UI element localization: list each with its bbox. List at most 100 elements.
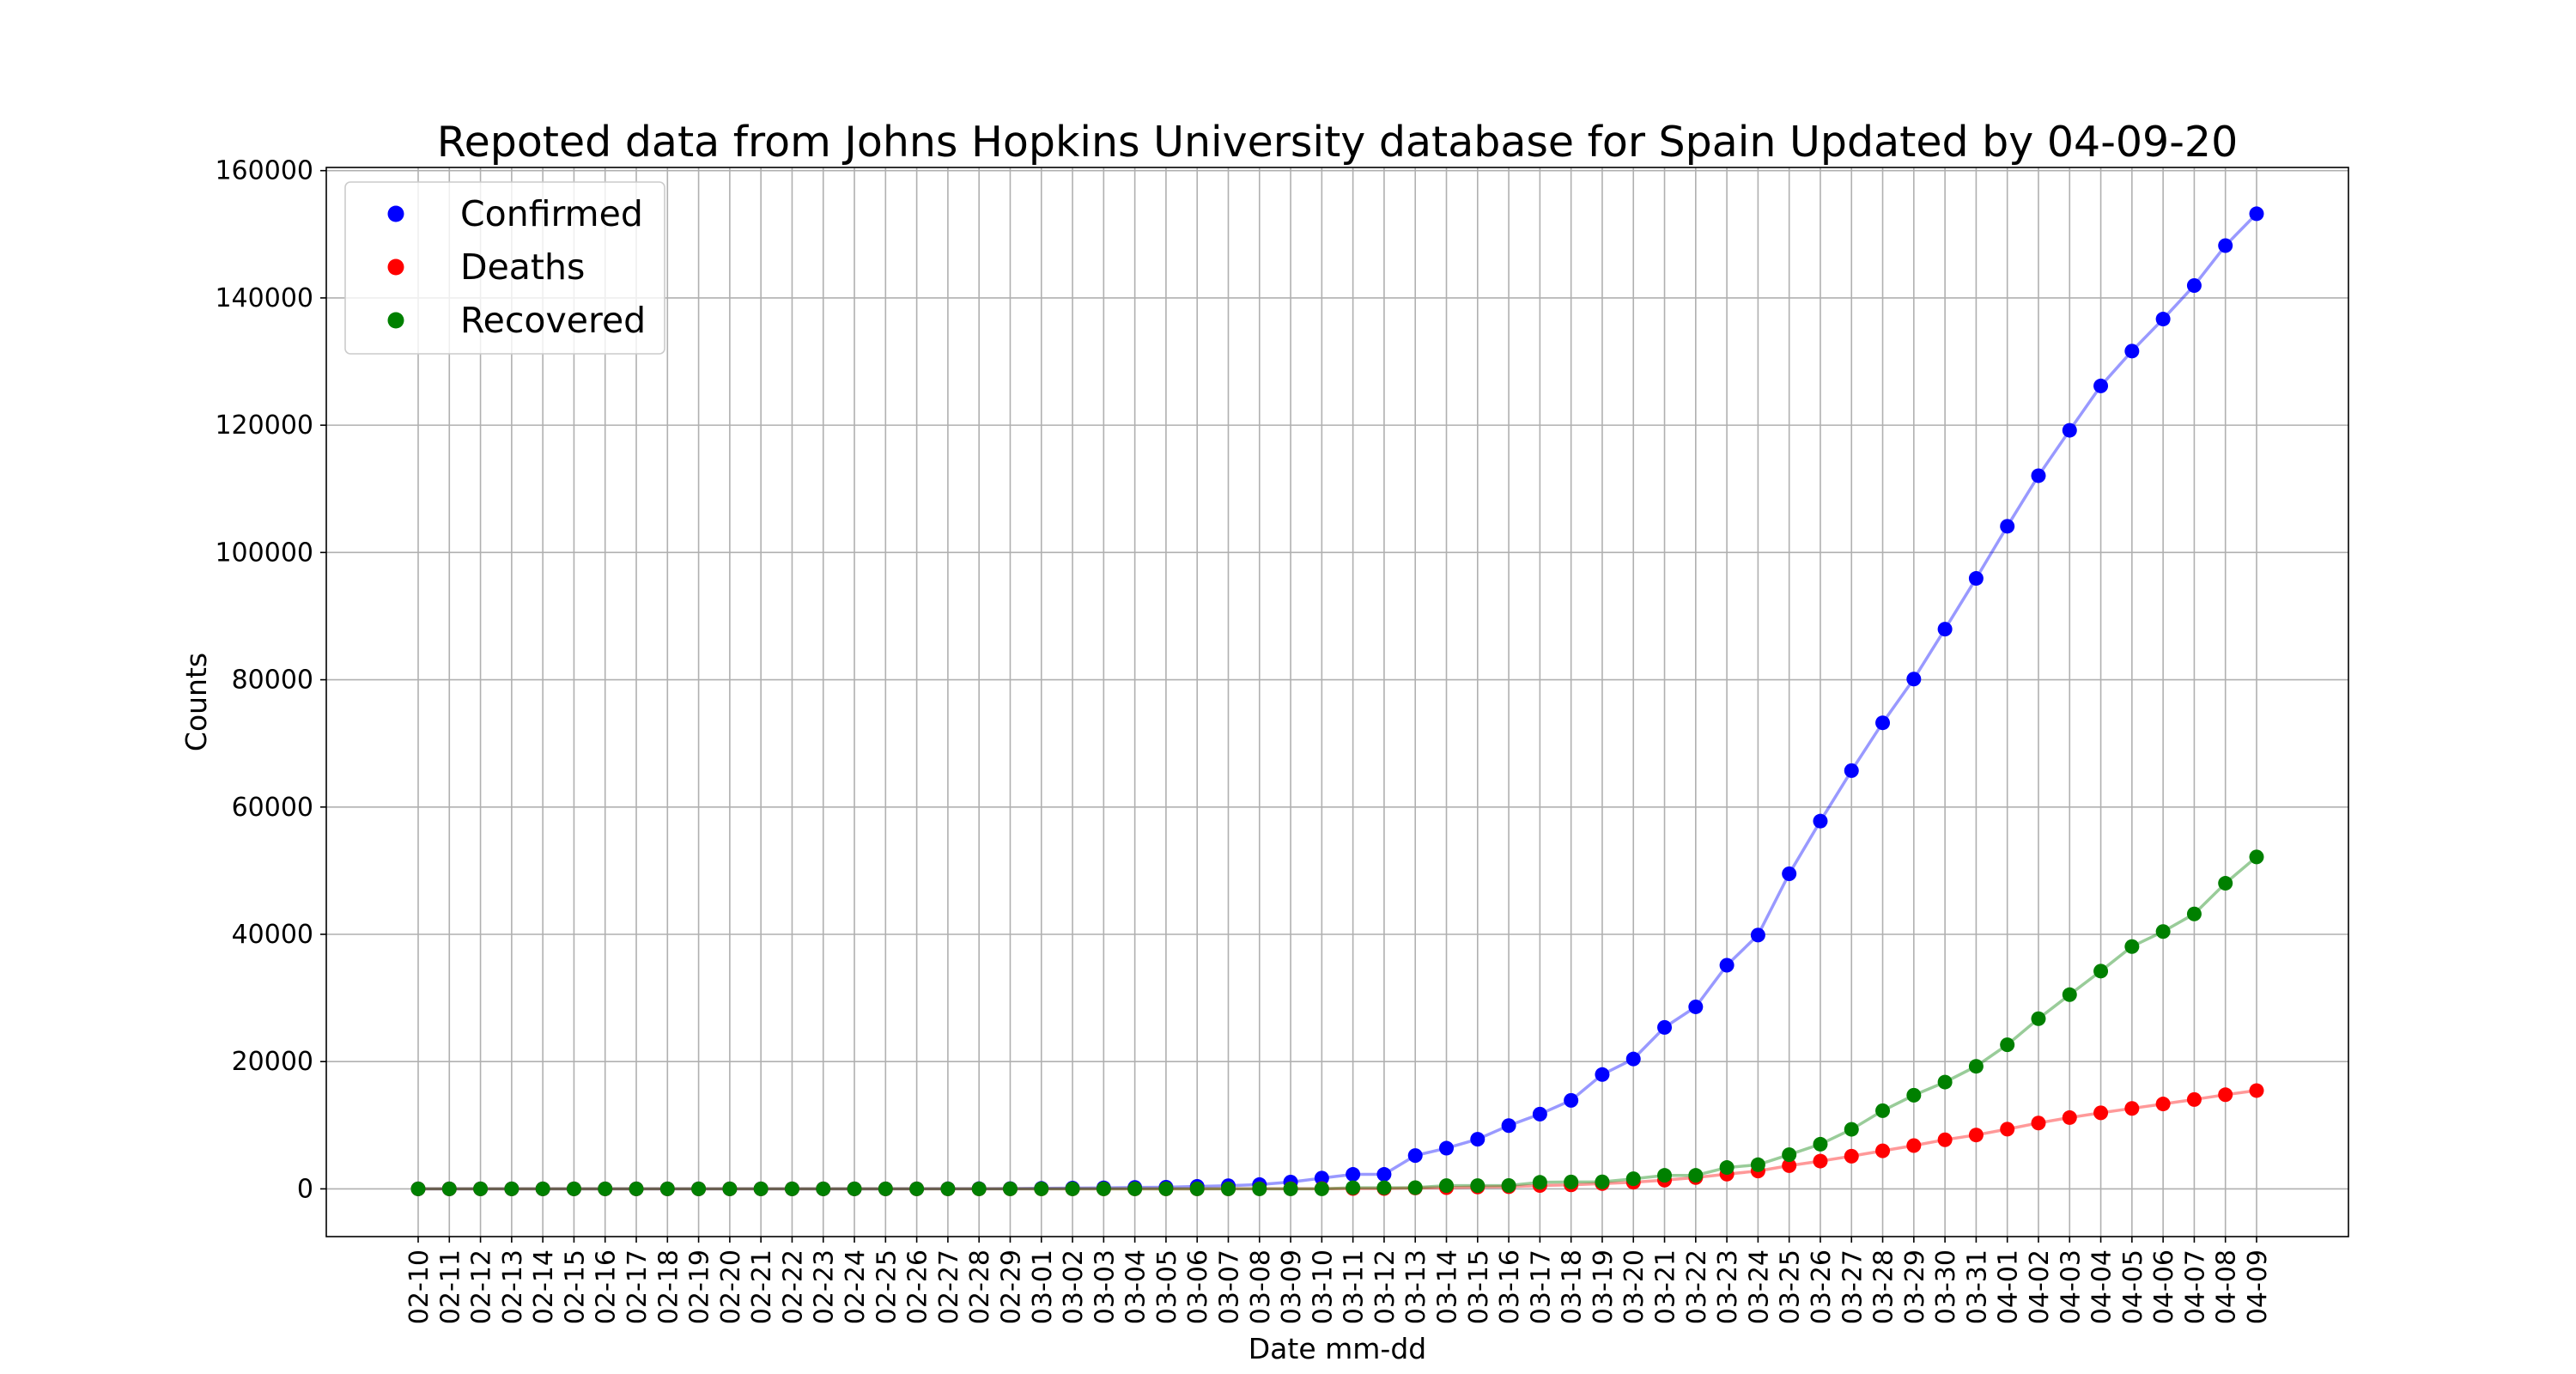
y-tick-label: 0: [297, 1174, 313, 1204]
recovered-point: [1407, 1180, 1423, 1195]
x-tick-label: 03-21: [1651, 1249, 1681, 1324]
x-tick-label: 03-14: [1433, 1249, 1463, 1324]
recovered-point: [784, 1181, 799, 1196]
confirmed-point: [1346, 1167, 1361, 1182]
recovered-point: [909, 1181, 925, 1196]
y-tick-label: 160000: [215, 156, 313, 186]
recovered-point: [1564, 1174, 1579, 1189]
x-tick-label: 02-24: [841, 1249, 871, 1324]
series-lines: [418, 212, 2258, 1191]
recovered-point: [1719, 1160, 1735, 1176]
x-tick-label: 03-07: [1214, 1249, 1244, 1324]
recovered-point: [1439, 1178, 1455, 1194]
x-tick-label: 03-18: [1558, 1249, 1588, 1324]
x-axis-title: Date mm-dd: [1249, 1332, 1426, 1365]
confirmed-point: [1595, 1067, 1610, 1082]
recovered-point: [1688, 1168, 1704, 1183]
x-tick-label: 04-01: [1994, 1249, 2024, 1324]
recovered-point: [1657, 1168, 1673, 1183]
x-tick-label: 02-15: [560, 1249, 590, 1324]
x-tick-label: 04-04: [2087, 1249, 2117, 1324]
recovered-point: [1065, 1181, 1080, 1196]
x-tick-label: 02-10: [404, 1249, 434, 1324]
x-tick-label: 02-18: [653, 1249, 683, 1324]
y-tick-label: 80000: [232, 666, 313, 696]
x-tick-label: 04-05: [2118, 1249, 2148, 1324]
deaths-point: [1906, 1138, 1922, 1153]
x-tick-label: 03-29: [1900, 1249, 1930, 1324]
y-tick-label: 60000: [232, 793, 313, 823]
x-tick-label: 02-27: [934, 1249, 964, 1324]
confirmed-point: [2000, 519, 2015, 534]
y-tick-label: 100000: [215, 538, 313, 568]
recovered-point: [691, 1181, 707, 1196]
x-tick-label: 02-12: [467, 1249, 497, 1324]
recovered-point: [1501, 1177, 1516, 1193]
x-tick-label: 03-09: [1277, 1249, 1307, 1324]
deaths-point: [2249, 1083, 2264, 1098]
y-tick-label: 20000: [232, 1047, 313, 1077]
recovered-point: [1346, 1180, 1361, 1195]
x-tick-label: 03-20: [1619, 1249, 1649, 1324]
deaths-point: [2000, 1122, 2015, 1137]
recovered-point: [722, 1181, 738, 1196]
recovered-point: [1750, 1157, 1765, 1172]
x-tick-label: 03-26: [1807, 1249, 1837, 1324]
x-tick-label: 02-13: [498, 1249, 528, 1324]
legend-marker-deaths: [387, 258, 404, 276]
y-axis-title: Counts: [179, 653, 213, 751]
confirmed-point: [1564, 1092, 1579, 1108]
confirmed-point: [1844, 763, 1859, 778]
confirmed-point: [1968, 571, 1984, 587]
deaths-point: [2062, 1110, 2077, 1125]
deaths-point: [1813, 1153, 1828, 1169]
x-tick-label: 03-08: [1246, 1249, 1276, 1324]
confirmed-point: [1376, 1167, 1392, 1182]
x-tick-label: 03-19: [1589, 1249, 1619, 1324]
x-tick-label: 02-28: [965, 1249, 995, 1324]
confirmed-point: [1657, 1019, 1673, 1035]
recovered-point: [878, 1181, 893, 1196]
x-tick-label: 03-22: [1682, 1249, 1712, 1324]
x-tick-label: 02-11: [435, 1249, 465, 1324]
legend-box: [344, 181, 665, 355]
data-points: [410, 206, 2264, 1196]
legend-marker-recovered: [387, 312, 404, 329]
recovered-point: [940, 1181, 956, 1196]
recovered-point: [1034, 1181, 1049, 1196]
x-tick-label: 03-01: [1028, 1249, 1058, 1324]
recovered-point: [629, 1181, 644, 1196]
confirmed-point: [1501, 1118, 1516, 1134]
x-tick-label: 03-24: [1744, 1249, 1774, 1324]
x-tick-label: 02-29: [996, 1249, 1026, 1324]
x-tick-label: 03-06: [1183, 1249, 1213, 1324]
confirmed-point: [1688, 999, 1704, 1014]
confirmed-point: [2186, 278, 2202, 294]
confirmed-point: [1813, 813, 1828, 829]
x-tick-label: 04-07: [2180, 1249, 2210, 1324]
x-tick-label: 02-22: [778, 1249, 808, 1324]
recovered-point: [1782, 1147, 1797, 1163]
x-tick-label: 04-09: [2243, 1249, 2273, 1324]
x-tick-label: 03-05: [1152, 1249, 1182, 1324]
recovered-point: [2062, 987, 2077, 1002]
legend-label-confirmed: Confirmed: [460, 193, 643, 234]
deaths-point: [1782, 1158, 1797, 1173]
confirmed-point: [1470, 1132, 1485, 1147]
x-tick-label: 02-25: [872, 1249, 902, 1324]
deaths-point: [2218, 1087, 2233, 1103]
recovered-point: [1283, 1181, 1298, 1196]
confirmed-point: [1625, 1051, 1641, 1067]
confirmed-point: [1875, 715, 1891, 731]
legend: Confirmed Deaths Recovered: [344, 181, 665, 355]
recovered-point: [753, 1181, 769, 1196]
recovered-point: [659, 1181, 675, 1196]
deaths-points: [410, 1083, 2264, 1196]
confirmed-points: [410, 206, 2264, 1196]
x-tick-label: 03-23: [1713, 1249, 1743, 1324]
x-tick-label: 02-19: [685, 1249, 715, 1324]
legend-label-recovered: Recovered: [460, 300, 646, 341]
x-tick-label: 03-17: [1526, 1249, 1556, 1324]
deaths-point: [1875, 1143, 1891, 1158]
recovered-point: [1937, 1074, 1953, 1090]
